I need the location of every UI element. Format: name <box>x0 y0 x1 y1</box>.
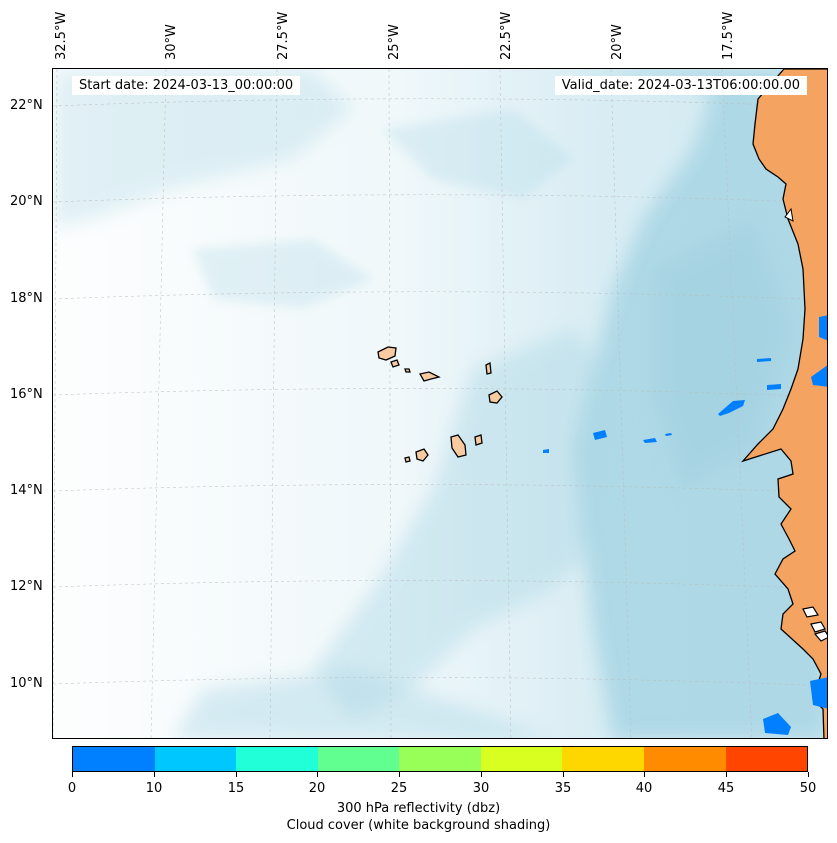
lat-label-10n: 10°N <box>10 676 43 691</box>
colorbar-tick-label: 0 <box>67 781 77 796</box>
lat-label-12n: 12°N <box>10 579 43 594</box>
bijagos-islands <box>802 606 827 642</box>
colorbar-tick-mark <box>808 772 809 777</box>
colorbar-sublabel: Cloud cover (white background shading) <box>286 818 551 833</box>
colorbar-tick-label: 50 <box>799 781 817 796</box>
colorbar-tick-label: 15 <box>227 781 245 796</box>
lat-label-16n: 16°N <box>10 387 43 402</box>
lon-label-30w: 30°W <box>164 24 179 60</box>
island-santiago <box>450 434 467 458</box>
colorbar-segment <box>562 747 644 771</box>
graticule <box>53 69 827 738</box>
colorbar-tick-label: 45 <box>717 781 735 796</box>
colorbar-tick-label: 25 <box>390 781 408 796</box>
colorbar-segment <box>236 747 318 771</box>
colorbar <box>72 746 808 772</box>
colorbar-tick-mark <box>317 772 318 777</box>
colorbar-segment <box>480 747 563 771</box>
start-date-label: Start date: 2024-03-13_00:00:00 <box>72 76 301 95</box>
reflectivity-echoes <box>543 315 827 735</box>
cape-verde-islands <box>377 346 503 463</box>
lat-label-14n: 14°N <box>10 483 43 498</box>
colorbar-tick-mark <box>399 772 400 777</box>
island-santa-luzia <box>404 368 411 373</box>
colorbar-segment <box>317 747 400 771</box>
colorbar-tick-mark <box>726 772 727 777</box>
island-maio <box>474 434 483 446</box>
lon-label-25w: 25°W <box>387 24 402 60</box>
island-boa-vista <box>488 390 503 404</box>
colorbar-tick-label: 40 <box>635 781 653 796</box>
colorbar-tick-label: 10 <box>145 781 163 796</box>
africa-coastline <box>740 69 827 738</box>
lat-label-22n: 22°N <box>10 98 43 113</box>
island-santo-antao <box>377 346 397 361</box>
colorbar-tick-label: 20 <box>308 781 326 796</box>
lon-label-32-5w: 32.5°W <box>54 11 69 60</box>
lat-label-20n: 20°N <box>10 194 43 209</box>
colorbar-tick-label: 30 <box>472 781 490 796</box>
map-canvas <box>53 69 827 738</box>
lon-label-27-5w: 27.5°W <box>276 11 291 60</box>
map-panel <box>52 68 828 739</box>
island-fogo <box>415 448 429 462</box>
lat-label-18n: 18°N <box>10 291 43 306</box>
lon-label-22-5w: 22.5°W <box>499 11 514 60</box>
island-sal <box>485 361 492 375</box>
colorbar-segment <box>643 747 726 771</box>
colorbar-label: 300 hPa reflectivity (dbz) <box>336 801 501 816</box>
lon-label-20w: 20°W <box>610 24 625 60</box>
colorbar-segment <box>399 747 481 771</box>
cloud-cover-shading <box>53 69 827 738</box>
lon-label-17-5w: 17.5°W <box>721 11 736 60</box>
coastal-inlet <box>784 207 794 222</box>
island-brava <box>404 456 411 463</box>
colorbar-tick-mark <box>563 772 564 777</box>
valid-date-label: Valid_date: 2024-03-13T06:00:00.00 <box>554 76 807 95</box>
colorbar-tick-mark <box>72 772 73 777</box>
colorbar-tick-label: 35 <box>554 781 572 796</box>
colorbar-segment <box>725 747 808 771</box>
colorbar-segment <box>73 747 155 771</box>
colorbar-tick-mark <box>644 772 645 777</box>
colorbar-tick-mark <box>236 772 237 777</box>
colorbar-segment <box>154 747 237 771</box>
colorbar-tick-mark <box>481 772 482 777</box>
colorbar-tick-mark <box>154 772 155 777</box>
island-sao-nicolau <box>418 371 441 382</box>
island-sao-vicente <box>390 359 400 368</box>
